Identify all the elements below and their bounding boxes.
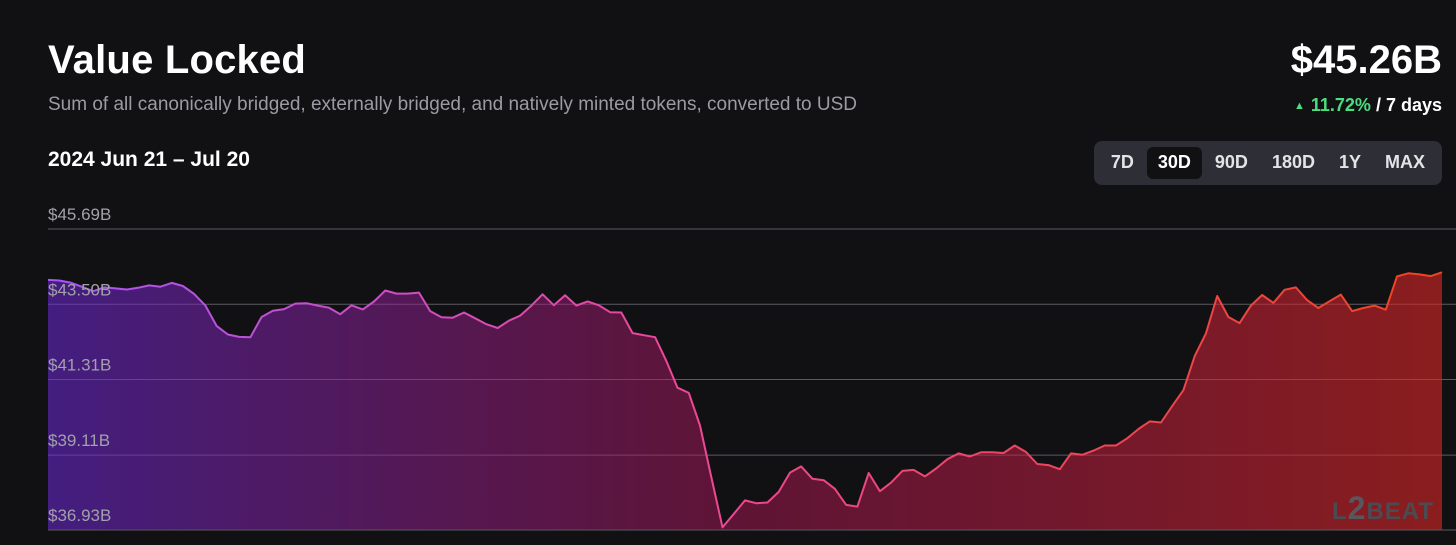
y-tick-label: $45.69B [48, 205, 111, 224]
change-period: / 7 days [1375, 95, 1442, 115]
tab-7d[interactable]: 7D [1110, 152, 1134, 172]
date-range: 2024 Jun 21 – Jul 20 [48, 148, 250, 171]
series-area [48, 272, 1442, 530]
l2beat-watermark: L2BEAT [1331, 490, 1434, 526]
y-tick-label: $36.93B [48, 506, 111, 525]
tab-90d[interactable]: 90D [1214, 152, 1248, 172]
tab-1y[interactable]: 1Y [1338, 152, 1361, 172]
tab-180d[interactable]: 180D [1271, 152, 1315, 172]
tab-30d[interactable]: 30D [1146, 147, 1202, 179]
y-tick-label: $39.11B [48, 431, 110, 450]
y-tick-label: $41.31B [48, 356, 111, 375]
total-value: $45.26B [1290, 38, 1442, 82]
y-tick-label: $43.50B [48, 280, 111, 299]
change-percent: 11.72% [1310, 95, 1371, 115]
page-title: Value Locked [48, 38, 307, 82]
change-indicator: ▲ 11.72% / 7 days [1294, 95, 1442, 116]
time-range-selector: 7D 30D 90D 180D 1Y MAX [1093, 141, 1442, 185]
series-line [47, 271, 1443, 529]
tab-max[interactable]: MAX [1385, 152, 1425, 172]
up-arrow-icon: ▲ [1293, 100, 1305, 112]
page-subtitle: Sum of all canonically bridged, external… [48, 94, 857, 115]
